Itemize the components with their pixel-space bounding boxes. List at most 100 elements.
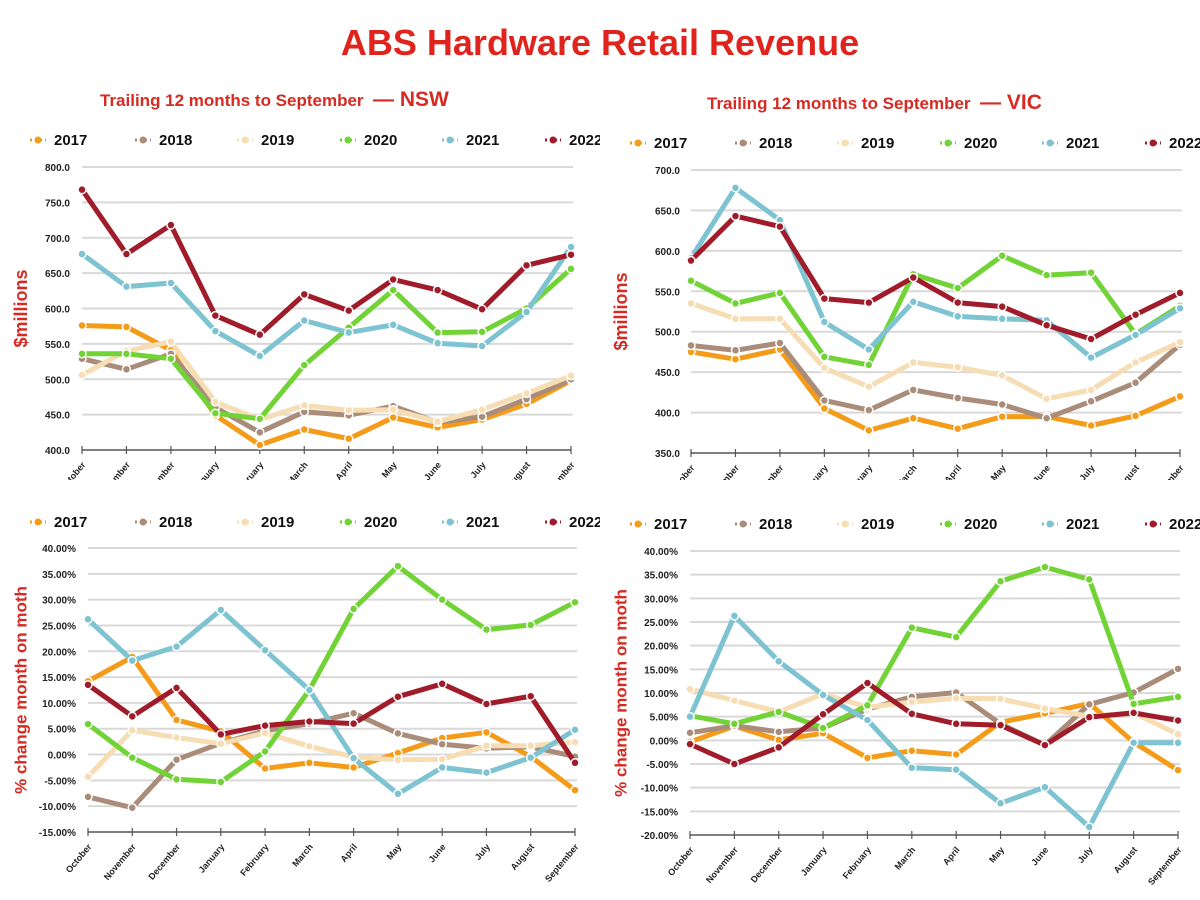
data-point-2017 [951, 749, 961, 760]
series-2022 [686, 211, 1185, 344]
x-tick-label: January [799, 845, 829, 878]
data-point-2020 [166, 353, 176, 364]
legend-item-2022: 2022 [1145, 135, 1200, 152]
y-tick-label: -15.00% [641, 807, 678, 818]
data-point-2021 [570, 725, 580, 735]
data-point-2021 [1175, 303, 1185, 314]
data-point-2019 [127, 725, 138, 736]
data-point-2021 [864, 344, 874, 355]
data-point-2022 [121, 249, 132, 259]
legend-item-2019: 2019 [237, 132, 294, 149]
data-point-2022 [907, 709, 917, 719]
series-line-2018 [688, 340, 1183, 421]
x-tick-label: October [667, 462, 697, 480]
series-line-2017 [79, 323, 574, 448]
data-point-2020 [819, 352, 830, 362]
data-point-2020 [210, 408, 221, 418]
data-point-2022 [730, 211, 741, 221]
data-point-2017 [730, 354, 741, 364]
y-tick-label: 25.00% [644, 618, 678, 629]
legend-marker-2021 [446, 136, 454, 144]
legend-marker-2017 [634, 139, 642, 147]
legend-marker-2019 [841, 520, 849, 528]
legend-marker-2020 [344, 518, 352, 526]
x-tick-label: September [1148, 462, 1186, 480]
x-tick-label: March [893, 845, 918, 872]
x-tick-label: November [704, 844, 740, 885]
series-2019 [83, 725, 580, 782]
legend-label-2019: 2019 [861, 135, 894, 152]
x-tick-label: October [58, 459, 88, 480]
y-axis-label: % change month on moth [611, 589, 630, 797]
data-point-2020 [952, 283, 963, 293]
y-tick-label: 650.0 [655, 206, 680, 217]
data-point-2021 [729, 611, 740, 621]
data-point-2021 [343, 327, 354, 338]
data-point-2017 [1175, 391, 1185, 402]
legend-marker-2020 [344, 136, 352, 144]
y-tick-label: 0.00% [48, 751, 76, 762]
data-point-2021 [121, 281, 132, 292]
y-tick-label: 400.0 [45, 446, 70, 457]
legend-label-2019: 2019 [861, 516, 894, 533]
data-point-2019 [83, 771, 93, 782]
data-point-2021 [685, 711, 695, 722]
data-point-2022 [1041, 320, 1052, 330]
vic-mom-chart: 2017 2018 2019 2020 2021 2022 % change month o… [611, 516, 1200, 887]
legend-marker-2018 [739, 520, 747, 528]
data-point-2020 [1084, 574, 1095, 585]
x-tick-label: August [1113, 463, 1141, 480]
legend-marker-2017 [34, 518, 42, 526]
data-point-2019 [521, 388, 532, 399]
data-point-2020 [393, 561, 403, 571]
x-tick-label: March [290, 842, 315, 869]
legend-label-2020: 2020 [364, 132, 397, 149]
data-point-2022 [862, 678, 873, 688]
legend-label-2022: 2022 [1169, 516, 1200, 533]
vic-region: — VIC [980, 91, 1042, 114]
data-point-2021 [216, 605, 226, 615]
data-point-2021 [481, 767, 492, 778]
data-point-2019 [864, 381, 874, 392]
data-point-2018 [952, 393, 963, 403]
legend-marker-2021 [1046, 520, 1054, 528]
legend-marker-2017 [34, 136, 42, 144]
nsw-region: — NSW [373, 88, 449, 111]
data-point-2022 [343, 305, 354, 316]
legend-marker-2018 [739, 139, 747, 147]
data-point-2022 [83, 680, 93, 690]
data-point-2021 [77, 249, 87, 259]
data-point-2022 [166, 220, 176, 230]
data-point-2020 [1041, 270, 1052, 280]
data-point-2017 [1086, 420, 1096, 431]
series-line-2018 [79, 351, 574, 435]
nsw-subtitle: Trailing 12 months to September — NSW [100, 88, 449, 112]
data-point-2019 [907, 697, 917, 707]
y-tick-label: 450.0 [45, 411, 70, 422]
legend-marker-2019 [241, 136, 249, 144]
y-axis-label: % change month on moth [11, 586, 30, 794]
data-point-2018 [1041, 413, 1052, 423]
data-point-2022 [818, 709, 828, 720]
legend-label-2020: 2020 [364, 514, 397, 531]
data-point-2019 [1130, 357, 1141, 368]
data-point-2021 [127, 655, 138, 666]
data-point-2019 [908, 357, 919, 368]
y-tick-label: 10.00% [42, 699, 76, 710]
x-tick-label: August [509, 842, 537, 872]
legend-item-2019: 2019 [837, 135, 894, 152]
legend-label-2017: 2017 [54, 132, 87, 149]
data-point-2020 [477, 327, 487, 337]
data-point-2021 [83, 614, 93, 625]
x-tick-label: May [989, 463, 1008, 480]
legend-marker-2022 [1149, 139, 1157, 147]
y-tick-label: 20.00% [42, 647, 76, 658]
legend-item-2018: 2018 [135, 514, 192, 531]
legend-marker-2017 [634, 520, 642, 528]
data-point-2019 [481, 741, 492, 751]
data-point-2021 [299, 315, 310, 326]
data-point-2017 [343, 433, 354, 444]
data-point-2018 [730, 345, 741, 356]
data-point-2019 [775, 314, 785, 324]
data-point-2019 [299, 400, 310, 411]
